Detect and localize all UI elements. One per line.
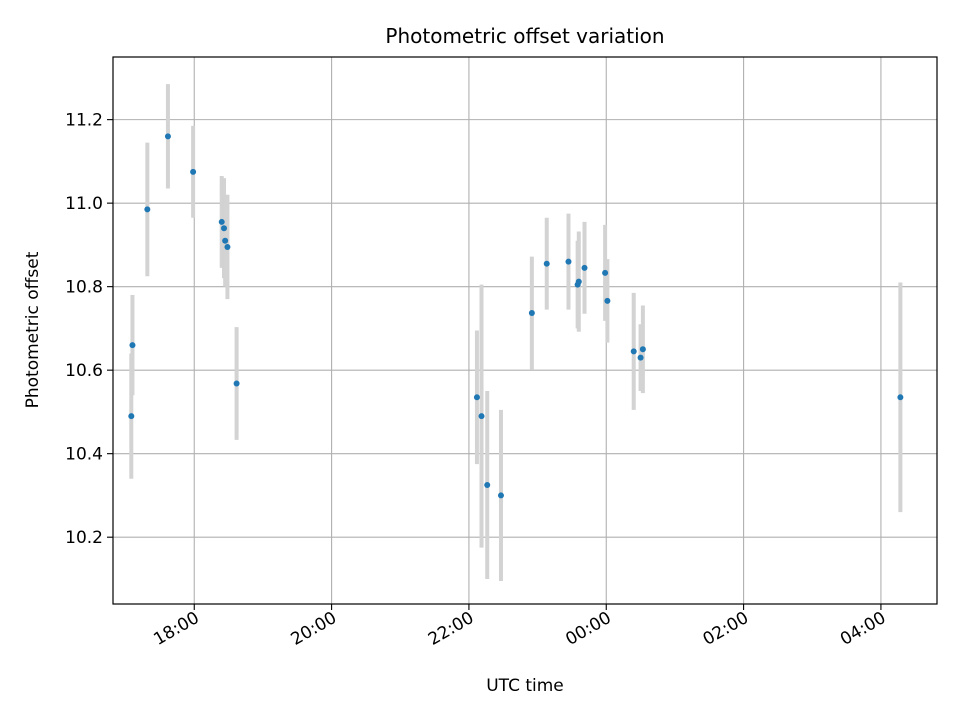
data-point [221, 225, 228, 232]
data-point [639, 346, 646, 353]
y-tick-label: 10.2 [65, 528, 103, 548]
data-point [478, 413, 485, 420]
data-point [575, 278, 582, 285]
data-point [565, 258, 572, 265]
data-point [602, 269, 609, 276]
data-point [164, 133, 171, 140]
y-tick-label: 11.2 [65, 111, 103, 131]
data-point [128, 413, 135, 420]
plot-area-frame [112, 56, 938, 605]
data-points [128, 133, 904, 499]
x-axis-label: UTC time [486, 676, 564, 696]
data-point [144, 206, 151, 213]
data-point [129, 342, 136, 349]
y-tick-label: 10.8 [65, 278, 103, 298]
data-point [218, 218, 225, 225]
y-tick-label: 10.6 [65, 361, 103, 381]
chart-title: Photometric offset variation [385, 24, 664, 48]
data-point [897, 394, 904, 401]
plot-area-background [113, 57, 937, 604]
data-point [581, 264, 588, 271]
y-tick-label: 11.0 [65, 194, 103, 214]
data-point [190, 168, 197, 175]
y-axis-ticks: 10.2 10.4 10.6 10.8 11.0 11.2 [65, 111, 113, 548]
data-point [222, 237, 229, 244]
y-axis-label: Photometric offset [23, 251, 43, 408]
data-point [637, 354, 644, 361]
data-point [604, 297, 611, 304]
data-point [224, 243, 231, 250]
data-point [543, 260, 550, 267]
grid-lines [113, 57, 937, 604]
data-point [484, 481, 491, 488]
y-tick-label: 10.4 [65, 445, 103, 465]
data-point [528, 309, 535, 316]
data-point [497, 492, 504, 499]
data-point [630, 348, 637, 355]
data-point [233, 380, 240, 387]
data-point [473, 394, 480, 401]
